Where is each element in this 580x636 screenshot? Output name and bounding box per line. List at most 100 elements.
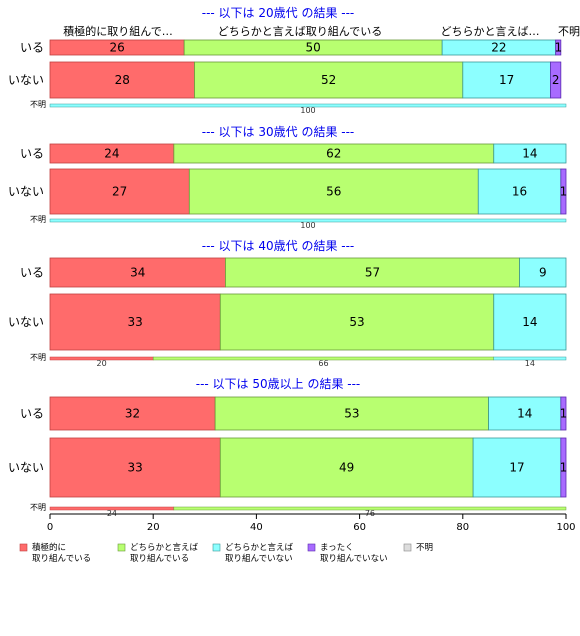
column-header: どちらかと言えば取り組んでいる — [218, 25, 382, 38]
data-label: 22 — [491, 41, 506, 55]
legend-swatch — [403, 543, 412, 552]
panel-title: --- 以下は 30歳代 の結果 --- — [202, 125, 355, 139]
data-label: 32 — [125, 407, 140, 421]
panel-title: --- 以下は 50歳以上 の結果 --- — [196, 377, 361, 391]
row-label: 不明 — [30, 353, 46, 362]
column-header: 不明 — [558, 25, 580, 38]
row-label: 不明 — [30, 503, 46, 512]
x-tick-label: 60 — [353, 522, 366, 533]
bar-segment — [49, 396, 216, 431]
data-label: 52 — [321, 73, 336, 87]
legend-label: 取り組んでいる — [130, 553, 189, 564]
bar-segment — [519, 257, 567, 288]
legend-label: どちらかと言えば — [130, 542, 199, 553]
row-label: いる — [20, 147, 44, 161]
column-header: 積極的に取り組んで… — [63, 24, 172, 38]
data-label: 33 — [127, 461, 142, 475]
legend-swatch — [117, 543, 126, 552]
data-label: 100 — [300, 106, 315, 115]
bar-segment — [49, 218, 567, 223]
bar-segment — [219, 293, 495, 351]
data-label: 14 — [522, 147, 537, 161]
bar-segment — [472, 437, 562, 498]
bar-segment — [49, 61, 195, 99]
data-label: 53 — [344, 407, 359, 421]
legend-swatch — [19, 543, 28, 552]
bar-segment — [49, 257, 226, 288]
data-label: 66 — [318, 359, 328, 368]
x-tick-label: 80 — [456, 522, 469, 533]
bar-segment — [173, 506, 567, 511]
data-label: 57 — [365, 266, 380, 280]
x-tick-label: 0 — [47, 522, 53, 533]
x-tick-label: 100 — [556, 522, 575, 533]
row-label: いない — [8, 73, 44, 87]
data-label: 50 — [306, 41, 321, 55]
data-label: 27 — [112, 185, 127, 199]
bar-segment — [493, 293, 567, 351]
bar-segment — [560, 168, 567, 215]
row-label: いない — [8, 315, 44, 329]
data-label: 49 — [339, 461, 354, 475]
legend-label: まったく — [320, 543, 354, 553]
bar-segment — [49, 103, 567, 108]
bar-segment — [188, 168, 479, 215]
bar-segment — [555, 39, 562, 56]
bar-segment — [219, 437, 474, 498]
panel-title: --- 以下は 40歳代 の結果 --- — [202, 239, 355, 253]
row-label: 不明 — [30, 215, 46, 224]
data-label: 56 — [326, 185, 341, 199]
bar-segment — [214, 396, 490, 431]
bar-segment — [49, 293, 221, 351]
row-label: 不明 — [30, 100, 46, 109]
data-label: 24 — [104, 147, 119, 161]
panel-title: --- 以下は 20歳代 の結果 --- — [202, 6, 355, 20]
data-label: 33 — [127, 315, 142, 329]
row-label: いる — [20, 266, 44, 280]
bar-segment — [550, 61, 562, 99]
x-tick-label: 40 — [250, 522, 263, 533]
data-label: 14 — [525, 359, 535, 368]
row-label: いない — [8, 185, 44, 199]
x-tick-label: 20 — [147, 522, 160, 533]
legend-label: 積極的に — [32, 542, 66, 553]
data-label: 14 — [517, 407, 532, 421]
legend-label: 取り組んでいない — [225, 553, 293, 564]
data-label: 20 — [97, 359, 107, 368]
data-label: 100 — [300, 221, 315, 230]
row-label: いる — [20, 407, 44, 421]
data-label: 9 — [539, 266, 547, 280]
column-header: どちらかと言えば… — [441, 25, 540, 38]
legend-swatch — [212, 543, 221, 552]
bar-segment — [477, 168, 562, 215]
data-label: 1 — [560, 461, 568, 475]
data-label: 53 — [349, 315, 364, 329]
bar-segment — [493, 356, 567, 361]
data-label: 34 — [130, 266, 145, 280]
bar-segment — [49, 437, 221, 498]
data-label: 62 — [326, 147, 341, 161]
bar-segment — [560, 396, 567, 431]
legend-label: 不明 — [416, 543, 433, 553]
bar-segment — [194, 61, 464, 99]
data-label: 17 — [509, 461, 524, 475]
data-label: 2 — [552, 73, 560, 87]
bar-segment — [493, 143, 567, 164]
data-label: 26 — [109, 41, 124, 55]
legend-label: 取り組んでいる — [32, 553, 91, 564]
legend-swatch — [307, 543, 316, 552]
data-label: 14 — [522, 315, 537, 329]
bar-segment — [560, 437, 567, 498]
data-label: 16 — [512, 185, 527, 199]
data-label: 1 — [560, 407, 568, 421]
data-label: 28 — [115, 73, 130, 87]
data-label: 1 — [560, 185, 568, 199]
data-label: 17 — [499, 73, 514, 87]
data-label: 1 — [554, 41, 562, 55]
row-label: いる — [20, 41, 44, 55]
legend-label: どちらかと言えば — [225, 542, 294, 553]
bar-segment — [49, 168, 190, 215]
legend-label: 取り組んでいない — [320, 553, 388, 564]
row-label: いない — [8, 461, 44, 475]
